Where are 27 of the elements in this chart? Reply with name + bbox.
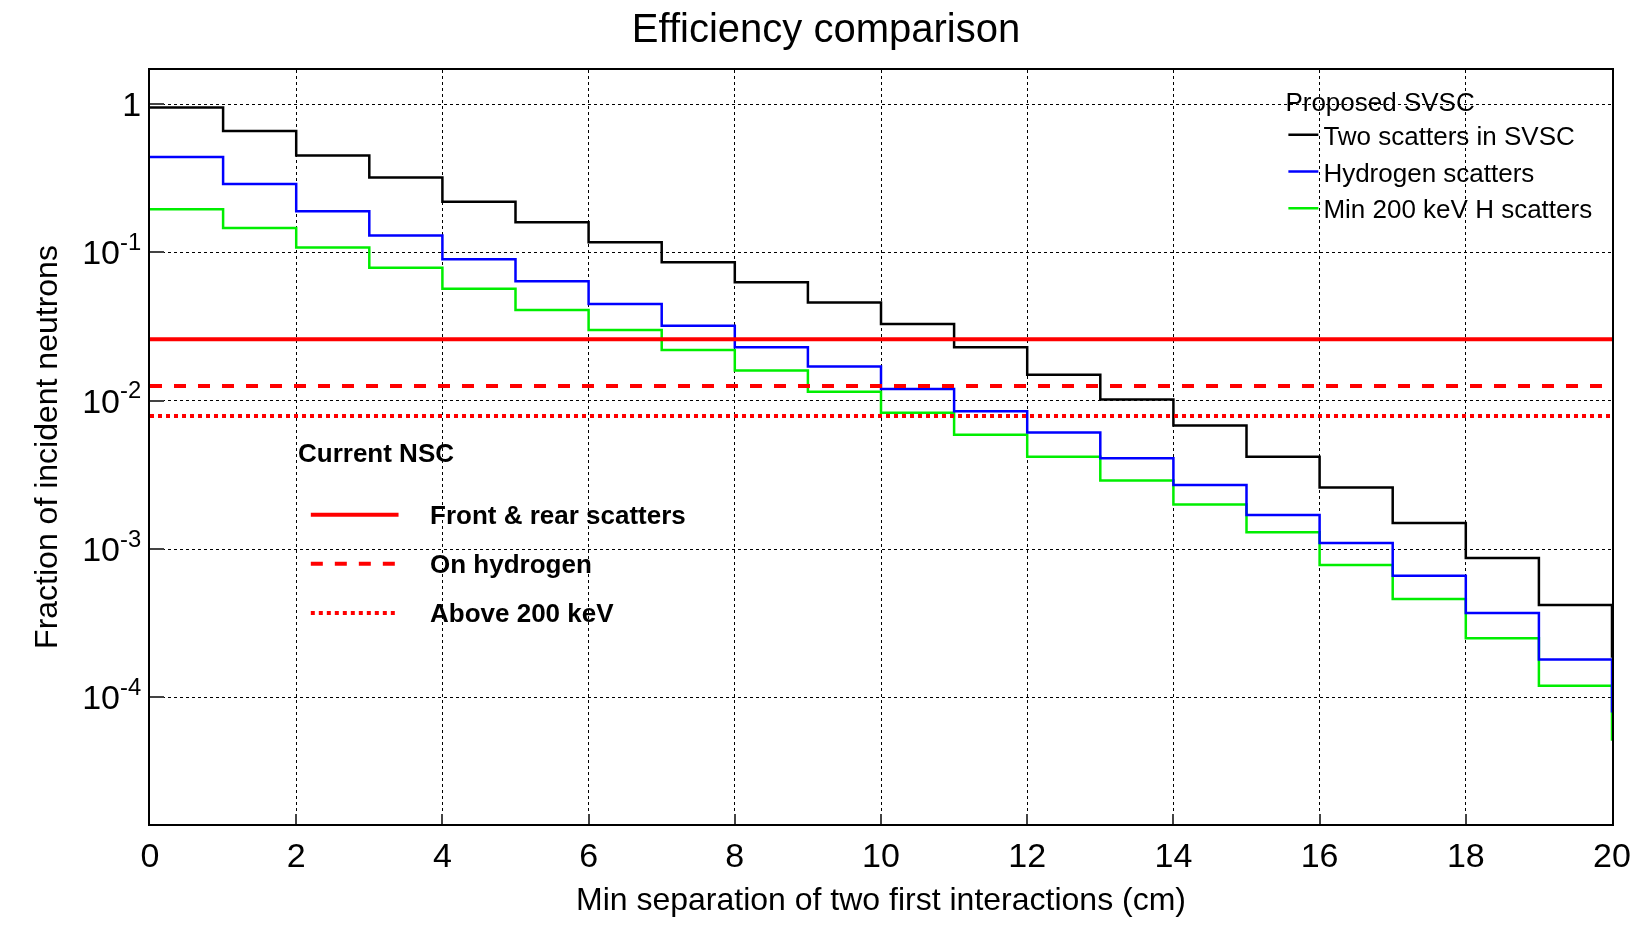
- y-tick-label: 1: [122, 85, 142, 124]
- x-tick-label: 8: [725, 835, 745, 874]
- legend-label: Min 200 keV H scatters: [1323, 194, 1593, 225]
- annotation: Current NSC: [298, 438, 455, 468]
- x-tick-label: 6: [579, 835, 599, 874]
- y-tick-label: 10$^{-1}$: [82, 228, 142, 272]
- x-tick-label: 12: [1008, 835, 1047, 874]
- x-tick-label: 0: [140, 835, 160, 874]
- x-tick-label: 10: [862, 835, 900, 874]
- chart-title: Efficiency comparison: [631, 6, 1021, 51]
- y-tick-label: 10$^{-3}$: [82, 524, 142, 568]
- y-tick-label: 10$^{-4}$: [82, 672, 142, 717]
- legend-label: Above 200 keV: [430, 598, 615, 628]
- y-tick-label: 10$^{-2}$: [82, 376, 142, 420]
- legend-title: Proposed SVSC: [1285, 87, 1475, 118]
- x-axis-title: Min separation of two first interactions (cm): [576, 881, 1186, 918]
- legend-label: Hydrogen scatters: [1323, 157, 1535, 188]
- x-tick-label: 20: [1593, 835, 1631, 874]
- legend-label: Front & rear scatters: [430, 500, 686, 530]
- legend-label: On hydrogen: [430, 549, 592, 579]
- legend-label: Two scatters in SVSC: [1323, 120, 1575, 151]
- x-tick-label: 4: [432, 835, 452, 874]
- y-axis-title: Fraction of incident neutrons: [28, 245, 64, 649]
- x-tick-label: 16: [1300, 835, 1339, 874]
- x-tick-label: 2: [286, 835, 306, 874]
- x-tick-label: 14: [1154, 835, 1193, 874]
- x-tick-label: 18: [1446, 835, 1485, 874]
